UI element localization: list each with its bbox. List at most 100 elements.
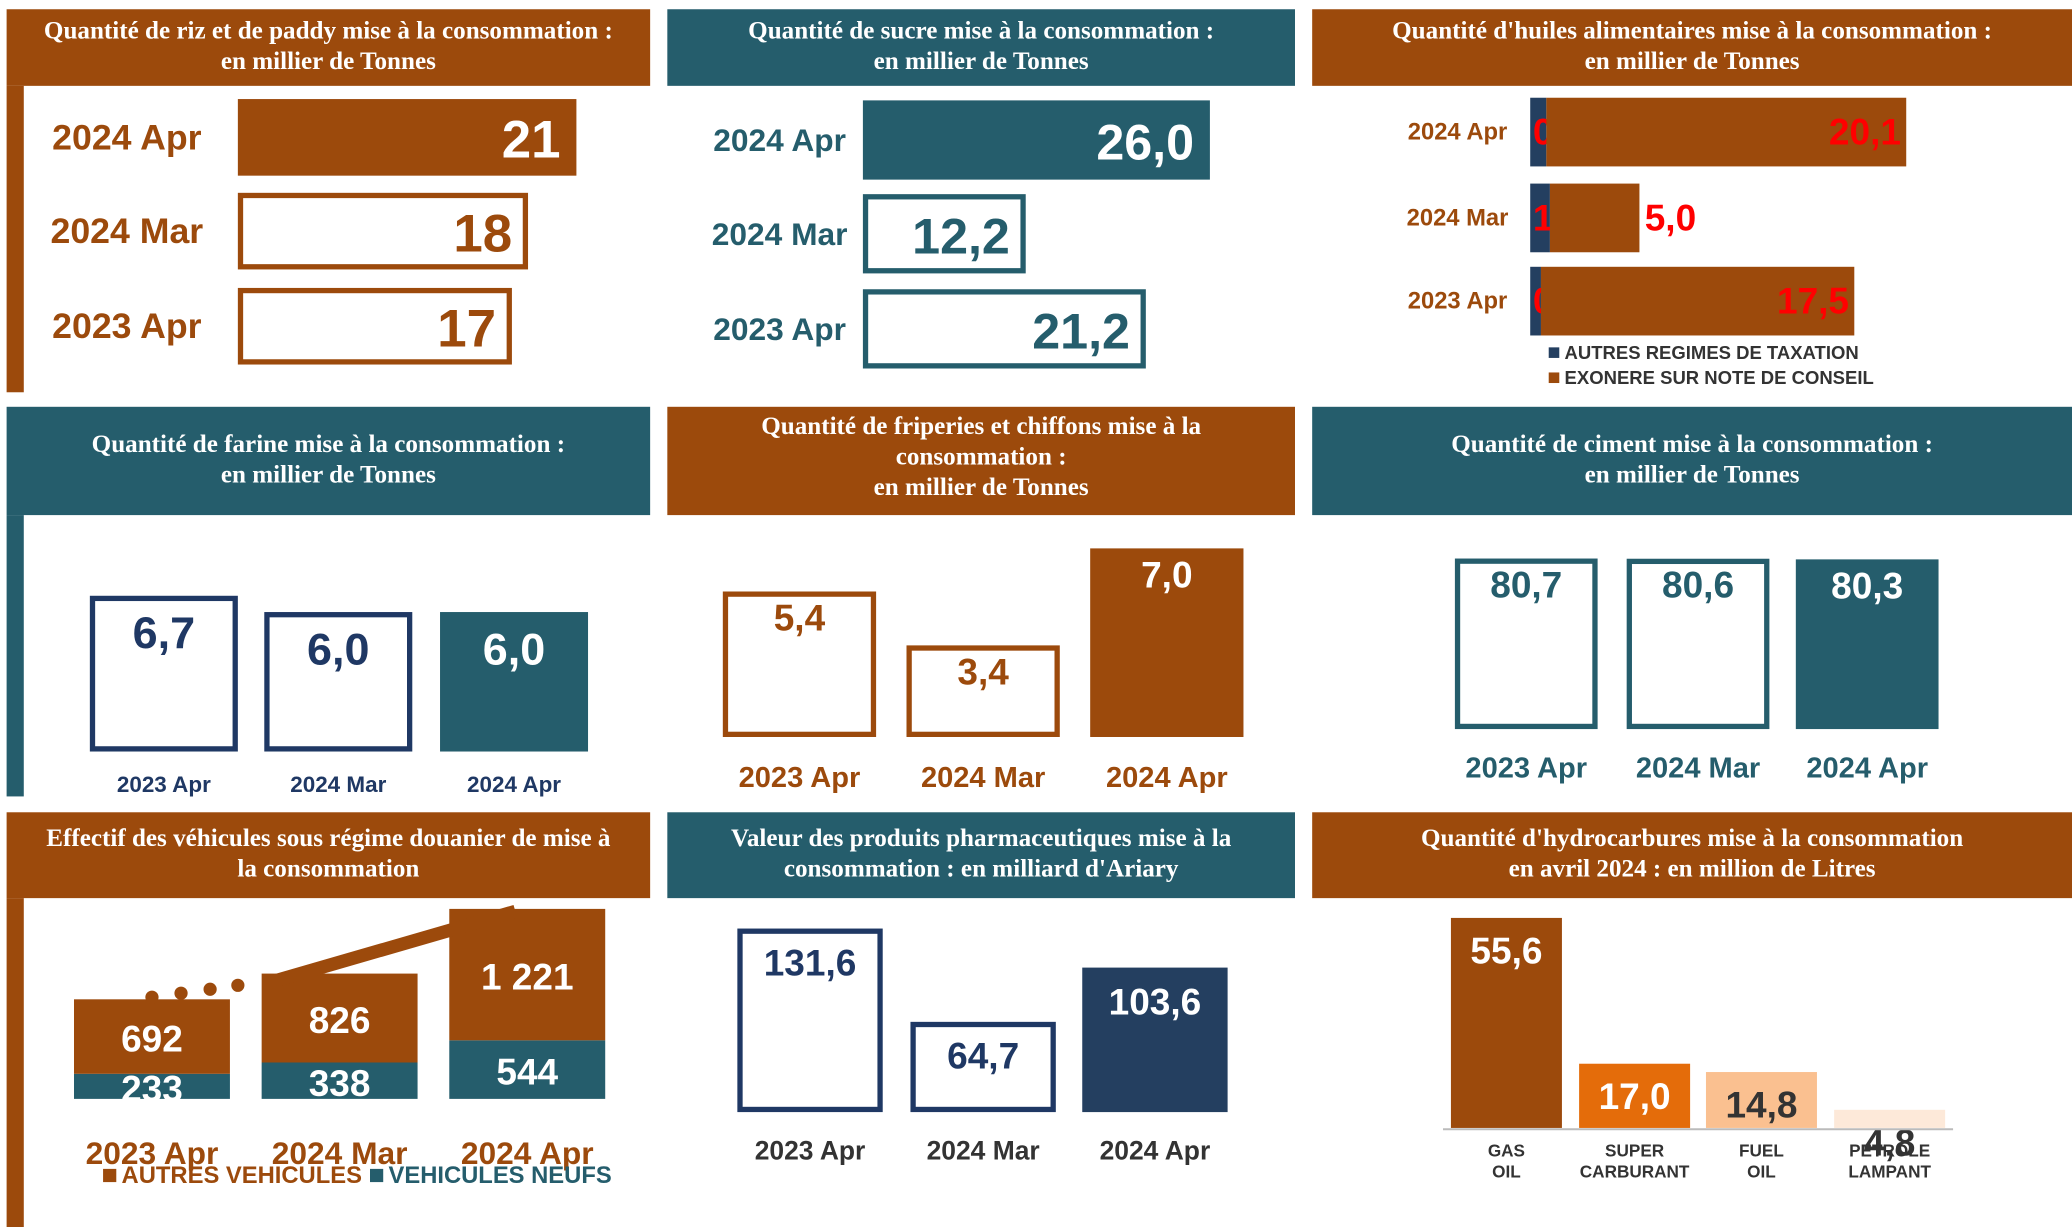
bar-segment <box>261 1062 418 1099</box>
panel-title: en avril 2024 : en million de Litres <box>1509 856 1876 883</box>
data-label: 5,0 <box>1645 197 1696 238</box>
panel-border <box>6 515 24 797</box>
category-label: OIL <box>1747 1162 1776 1182</box>
panel-header <box>1312 812 2072 899</box>
data-label: 131,6 <box>764 942 857 983</box>
panel-title: en millier de Tonnes <box>1585 461 1800 488</box>
trend-arrow <box>262 904 518 991</box>
bar-segment <box>1540 266 1855 336</box>
panel-header <box>667 406 1295 516</box>
legend-swatch <box>103 1168 117 1183</box>
panel-title: en millier de Tonnes <box>221 461 436 488</box>
data-label: 6,7 <box>133 607 195 658</box>
bar <box>89 595 238 752</box>
data-label: 17,0 <box>1599 1076 1671 1117</box>
bar <box>440 612 589 752</box>
data-label: 17,5 <box>1777 281 1849 322</box>
panel-title: Valeur des produits pharmaceutiques mise… <box>731 825 1232 852</box>
panel-title: Quantité de friperies et chiffons mise à… <box>761 413 1201 440</box>
data-label: 103,6 <box>1109 981 1202 1022</box>
legend-label: AUTRES REGIMES DE TAXATION <box>1565 342 1859 363</box>
data-label: 7,0 <box>1141 554 1192 595</box>
bar <box>237 192 529 270</box>
category-label: 2024 Apr <box>1106 762 1228 794</box>
panel-header <box>1312 406 2072 516</box>
bar <box>862 289 1146 369</box>
bar-segment <box>1530 266 1541 336</box>
data-label: 1 221 <box>481 957 574 998</box>
data-label: 14,8 <box>1725 1085 1797 1126</box>
data-label: 12,2 <box>912 208 1010 264</box>
bar <box>1834 1109 1946 1128</box>
panel-title: consommation : en milliard d'Ariary <box>784 856 1179 883</box>
data-label: 80,7 <box>1490 564 1562 605</box>
data-label: 3,4 <box>957 651 1009 692</box>
panel-header <box>667 812 1295 899</box>
panel-header <box>1312 9 2072 86</box>
bar <box>906 645 1060 737</box>
bar <box>722 591 877 737</box>
panel-title: Quantité d'huiles alimentaires mise à la… <box>1392 18 1992 45</box>
bar <box>862 100 1210 180</box>
panel-title: consommation : <box>896 443 1067 470</box>
category-label: 2024 Apr <box>467 772 561 797</box>
data-label: 6,0 <box>307 624 369 675</box>
panel-title: Quantité de sucre mise à la consommation… <box>748 18 1214 45</box>
data-label: 21 <box>502 111 561 170</box>
bar <box>737 928 883 1113</box>
data-label: 692 <box>121 1019 183 1060</box>
trend-dot <box>231 978 245 992</box>
trend-dot <box>174 986 188 1000</box>
bar <box>1450 917 1562 1128</box>
data-label: 80,3 <box>1831 565 1903 606</box>
data-label: 18 <box>453 204 512 263</box>
category-label: 2024 Mar <box>290 772 386 797</box>
category-label: 2023 Apr <box>739 762 861 794</box>
category-label: 2023 Apr <box>52 306 201 346</box>
data-label: 233 <box>121 1068 183 1109</box>
bar <box>237 287 512 365</box>
panel-header <box>6 9 651 86</box>
legend-swatch <box>1548 372 1560 384</box>
bar <box>910 1021 1056 1113</box>
category-label: OIL <box>1492 1162 1521 1182</box>
category-label: 2023 Apr <box>755 1135 866 1165</box>
category-label: 2024 Mar <box>272 1135 408 1171</box>
bar <box>264 612 413 752</box>
panel-title: en millier de Tonnes <box>1585 48 1800 75</box>
bar-segment <box>449 908 606 1041</box>
bar <box>1579 1063 1691 1128</box>
panel-header <box>667 9 1295 86</box>
bar-segment <box>74 999 230 1074</box>
legend-label: AUTRES VEHICULES <box>122 1162 362 1189</box>
data-label: 64,7 <box>947 1036 1019 1077</box>
data-label: 21,2 <box>1032 304 1130 360</box>
bar <box>862 194 1026 274</box>
bar-segment <box>1549 183 1640 253</box>
category-label: 2024 Apr <box>461 1135 594 1171</box>
category-label: 2024 Mar <box>921 762 1045 794</box>
legend-label: VEHICULES NEUFS <box>389 1162 612 1189</box>
category-label: CARBURANT <box>1580 1162 1690 1182</box>
bar <box>1795 559 1939 730</box>
data-label: 6,0 <box>483 624 545 675</box>
category-label: 2024 Apr <box>1100 1135 1211 1165</box>
data-label: 338 <box>309 1063 371 1104</box>
data-label: 80,6 <box>1662 565 1734 606</box>
legend-swatch <box>370 1168 384 1183</box>
decoration <box>145 904 1954 1131</box>
bar <box>1626 558 1770 730</box>
panel-header <box>6 812 651 899</box>
panel-border <box>6 898 24 1227</box>
bar-segment <box>1530 97 1547 167</box>
category-label: 2024 Apr <box>1408 119 1508 146</box>
panel-title: la consommation <box>237 856 419 883</box>
category-label: SUPER <box>1605 1140 1665 1160</box>
panel-title: en millier de Tonnes <box>221 48 436 75</box>
bar <box>1090 548 1244 737</box>
trend-dot <box>145 990 159 1004</box>
data-label: 26,0 <box>1096 115 1194 171</box>
category-label: 2024 Mar <box>927 1135 1040 1165</box>
